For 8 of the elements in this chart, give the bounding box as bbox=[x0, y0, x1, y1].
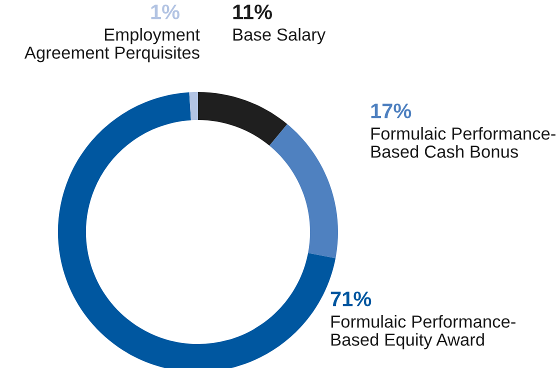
data-label: 17% bbox=[371, 104, 412, 118]
data-label: 71% bbox=[330, 292, 372, 306]
slice-label: Formulaic Performance- Based Cash Bonus bbox=[371, 127, 556, 158]
slice-label: Employment Agreement Perquisites bbox=[24, 28, 200, 62]
data-label: 1% bbox=[151, 4, 180, 20]
data-label: 11% bbox=[233, 4, 272, 20]
slice-label: Formulaic Performance- Based Equity Award bbox=[331, 315, 516, 350]
slice-label: Base Salary bbox=[233, 28, 326, 44]
